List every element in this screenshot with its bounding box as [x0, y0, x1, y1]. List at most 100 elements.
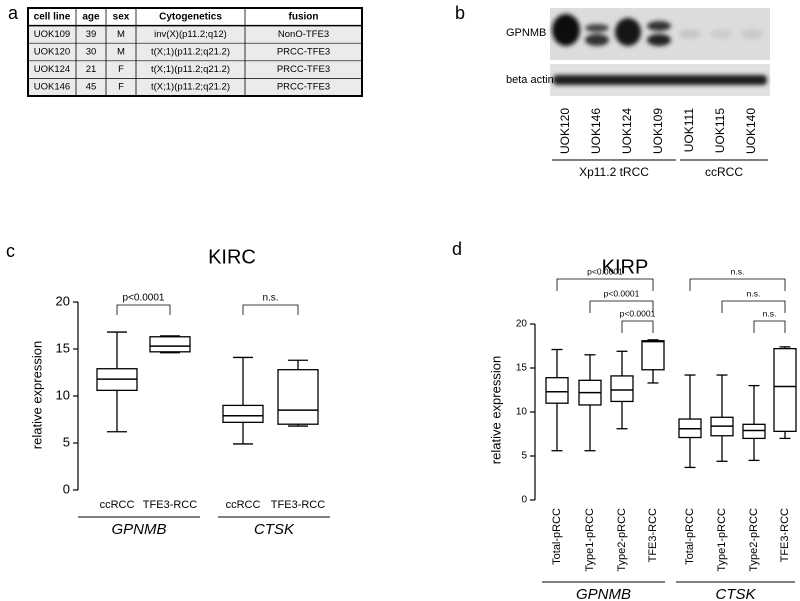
box [277, 369, 319, 425]
y-tick-label: 0 [521, 495, 527, 506]
table-cell: t(X;1)(p11.2;q21.2) [151, 47, 230, 58]
x-tick-label: Type2-pRCC [616, 508, 628, 572]
x-tick-label: TFE3-RCC [143, 499, 197, 511]
box [773, 347, 797, 433]
group-label: GPNMB [111, 521, 166, 538]
western-blot: GPNMB beta actin UOK120 UOK146 UOK124 UOK109 U… [506, 8, 770, 179]
significance-bracket [556, 278, 654, 291]
x-tick-label: Type1-pRCC [716, 508, 728, 572]
significance-label: n.s. [747, 288, 761, 298]
blot-row-label: beta actin [506, 74, 554, 86]
lane-label: UOK140 [744, 108, 758, 154]
x-tick-label: ccRCC [226, 499, 261, 511]
table-cell: 21 [86, 64, 97, 75]
panel-label: b [455, 3, 465, 23]
y-tick-label: 10 [56, 387, 70, 402]
table-cell: UOK124 [34, 64, 70, 75]
group-label: CTSK [715, 586, 756, 601]
y-tick-label: 10 [516, 407, 528, 418]
chart-title: KIRC [208, 246, 256, 268]
box [641, 340, 665, 371]
x-tick-label: Total-pRCC [551, 508, 563, 565]
row-bg [28, 25, 362, 44]
y-tick-label: 20 [56, 293, 70, 308]
x-tick-label: Total-pRCC [684, 508, 696, 565]
x-tick-label: TFE3-RCC [271, 499, 325, 511]
bands [552, 14, 767, 85]
row-bg [28, 78, 362, 96]
significance-label: p<0.0001 [123, 293, 165, 304]
table-header: cell line [34, 11, 71, 22]
y-tick-label: 15 [516, 363, 528, 374]
box-chart: KIRP relative expression 0 5 10 15 20 Total-pRC… [488, 256, 797, 601]
table-cell: F [118, 82, 124, 93]
table-cell: M [117, 47, 125, 58]
blot-gpnmb [550, 8, 770, 60]
table-cell: 45 [86, 82, 97, 93]
table-header: Cytogenetics [159, 11, 222, 22]
significance-label: n.s. [262, 293, 278, 304]
significance-bracket [116, 304, 171, 315]
group-label: ccRCC [705, 165, 743, 179]
x-tick-label: ccRCC [100, 499, 135, 511]
table-cell: UOK146 [34, 82, 70, 93]
table-cell: PRCC-TFE3 [277, 47, 330, 58]
x-tick-label: TFE3-RCC [647, 508, 659, 562]
table-cell: NonO-TFE3 [278, 29, 329, 40]
significance-bracket [721, 300, 786, 313]
box-chart: KIRC relative expression 0 5 10 15 20 ccRCC TFE3… [29, 246, 330, 538]
significance-bracket [242, 304, 299, 315]
group-label: Xp11.2 tRCC [579, 165, 649, 179]
y-axis-label: relative expression [29, 341, 44, 449]
table-cell: t(X;1)(p11.2;q21.2) [151, 64, 230, 75]
box [222, 404, 264, 423]
table-cell: PRCC-TFE3 [277, 82, 330, 93]
table-cell: UOK109 [34, 29, 70, 40]
blot-row-label: GPNMB [506, 27, 546, 39]
panel-label: d [452, 239, 462, 259]
significance-bracket [753, 320, 786, 333]
significance-bracket [589, 300, 654, 313]
y-tick-label: 15 [56, 340, 70, 355]
table-cell: UOK120 [34, 47, 70, 58]
significance-bracket [689, 278, 786, 291]
table-header: sex [113, 11, 130, 22]
row-bg [28, 43, 362, 61]
row-bg [28, 60, 362, 79]
lane-label: UOK111 [682, 108, 696, 153]
x-tick-label: TFE3-RCC [779, 508, 791, 562]
table-cell: 39 [86, 29, 97, 40]
lane-label: UOK120 [558, 108, 572, 154]
significance-label: p<0.0001 [587, 266, 623, 276]
table-cell: F [118, 64, 124, 75]
table-cell: 30 [86, 47, 97, 58]
cell-line-table: cell line age sex Cytogenetics fusion UOK109 3… [27, 7, 363, 97]
lane-label: UOK109 [651, 108, 665, 154]
significance-label: p<0.0001 [604, 288, 640, 298]
table-header: fusion [289, 11, 319, 22]
significance-label: p<0.0001 [620, 308, 656, 318]
panel-label: a [8, 3, 19, 23]
y-tick-label: 5 [63, 434, 70, 449]
x-tick-label: Type1-pRCC [584, 508, 596, 572]
table-cell: t(X;1)(p11.2;q21.2) [151, 82, 230, 93]
y-tick-label: 0 [63, 481, 70, 496]
table-cell: M [117, 29, 125, 40]
box [610, 375, 634, 403]
table-border [27, 7, 363, 97]
group-label: CTSK [254, 521, 295, 538]
group-label: GPNMB [576, 586, 631, 601]
significance-bracket [621, 320, 654, 333]
significance-label: n.s. [731, 266, 745, 276]
box [742, 423, 766, 440]
lane-label: UOK146 [589, 108, 603, 154]
lane-label: UOK124 [620, 108, 634, 154]
x-tick-label: Type2-pRCC [748, 508, 760, 572]
table-cell: PRCC-TFE3 [277, 64, 330, 75]
table-header: age [82, 11, 100, 22]
table-cell: inv(X)(p11.2;q12) [154, 29, 227, 40]
box [149, 336, 191, 353]
panel-label: c [6, 241, 15, 261]
y-tick-label: 20 [516, 319, 528, 330]
